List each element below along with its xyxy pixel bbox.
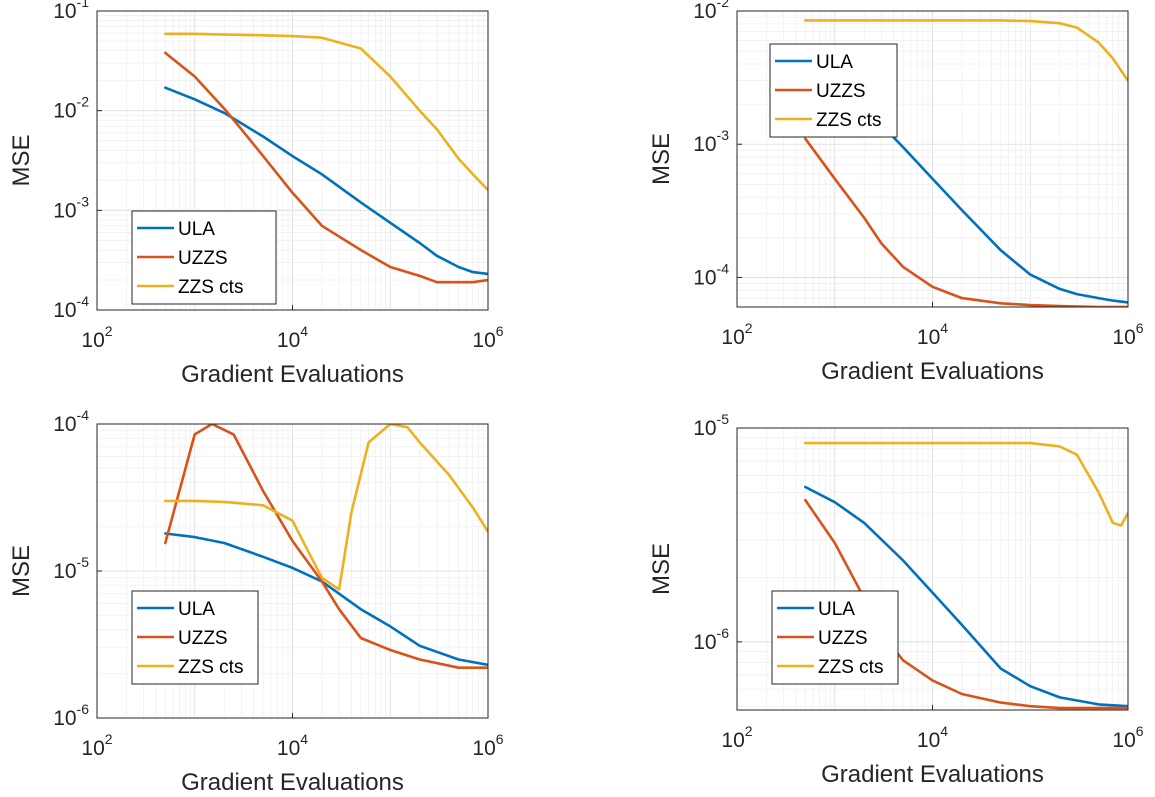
x-tick-label: 104: [277, 731, 308, 760]
x-tick-label: 102: [81, 323, 112, 352]
series-line-ula: [803, 485, 1128, 708]
series-line-zzs-cts: [803, 19, 1128, 82]
y-tick-label: 10-2: [693, 0, 729, 23]
y-tick-label: 10-4: [53, 407, 89, 436]
legend: ULA UZZS ZZS cts: [769, 43, 898, 138]
legend-entry: ZZS cts: [178, 277, 243, 298]
y-tick-label: 10-5: [53, 554, 89, 583]
x-tick-label: 106: [1112, 320, 1143, 349]
x-tick-label: 106: [472, 323, 503, 352]
legend: ULA UZZS ZZS cts: [131, 590, 259, 685]
legend: ULA UZZS ZZS cts: [771, 590, 899, 685]
y-axis-label: MSE: [8, 134, 35, 186]
series-line-ula: [862, 112, 1128, 304]
chart-panel-2: 102 104 106 10-4 10-3 10-2 Gradient Evaluation…: [648, 0, 1144, 385]
legend-entry: UZZS: [816, 81, 866, 102]
series-line-zzs-cts: [164, 424, 488, 591]
x-tick-label: 104: [277, 323, 308, 352]
legend-entry: ZZS cts: [178, 657, 243, 678]
series-group: [803, 441, 1128, 710]
y-axis-label: MSE: [648, 543, 675, 595]
y-tick-label: 10-4: [693, 260, 729, 289]
legend-entry: UZZS: [178, 628, 228, 649]
series-group: [803, 19, 1128, 307]
x-axis-label: Gradient Evaluations: [821, 358, 1044, 385]
y-tick-label: 10-6: [693, 625, 729, 654]
legend-entry: ZZS cts: [818, 657, 883, 678]
x-axis-label: Gradient Evaluations: [821, 761, 1044, 788]
x-tick-label: 102: [721, 320, 752, 349]
x-tick-label: 106: [472, 731, 503, 760]
legend-entry: UZZS: [818, 628, 868, 649]
y-tick-label: 10-2: [53, 94, 89, 123]
y-tick-label: 10-3: [693, 127, 729, 156]
chart-panel-1: 102 104 106 10-4 10-3 10-2 10-1 Gradient Evalua…: [8, 0, 504, 388]
series-group: [164, 424, 488, 670]
series-line-ula: [164, 86, 488, 276]
x-tick-label: 104: [917, 320, 948, 349]
y-tick-label: 10-3: [53, 193, 89, 222]
y-axis-label: MSE: [8, 545, 35, 597]
y-tick-label: 10-1: [53, 0, 89, 23]
series-line-uzzs: [803, 137, 1128, 307]
x-tick-label: 102: [721, 723, 752, 752]
y-tick-label: 10-4: [53, 293, 89, 322]
legend-entry: ULA: [816, 52, 853, 73]
legend-entry: ZZS cts: [816, 110, 881, 131]
y-axis-label: MSE: [648, 133, 675, 185]
legend-entry: ULA: [818, 599, 855, 620]
chart-panel-3: 102 104 106 10-6 10-5 10-4 Gradient Evaluation…: [8, 407, 504, 796]
series-line-uzzs: [164, 424, 488, 670]
legend-entry: UZZS: [178, 248, 228, 269]
x-axis-label: Gradient Evaluations: [181, 769, 404, 796]
legend-entry: ULA: [178, 219, 215, 240]
series-line-zzs-cts: [164, 32, 488, 192]
series-line-uzzs: [164, 51, 488, 284]
series-group: [164, 32, 488, 284]
legend: ULA UZZS ZZS cts: [131, 210, 277, 305]
legend-entry: ULA: [178, 599, 215, 620]
y-tick-label: 10-5: [693, 411, 729, 440]
x-tick-label: 102: [81, 731, 112, 760]
chart-panel-4: 102 104 106 10-6 10-5 Gradient Evaluations MSE…: [648, 411, 1144, 788]
y-tick-label: 10-6: [53, 701, 89, 730]
series-line-zzs-cts: [803, 441, 1128, 527]
x-axis-label: Gradient Evaluations: [181, 361, 404, 388]
series-line-uzzs: [803, 498, 1128, 710]
x-tick-label: 104: [917, 723, 948, 752]
x-tick-label: 106: [1112, 723, 1143, 752]
